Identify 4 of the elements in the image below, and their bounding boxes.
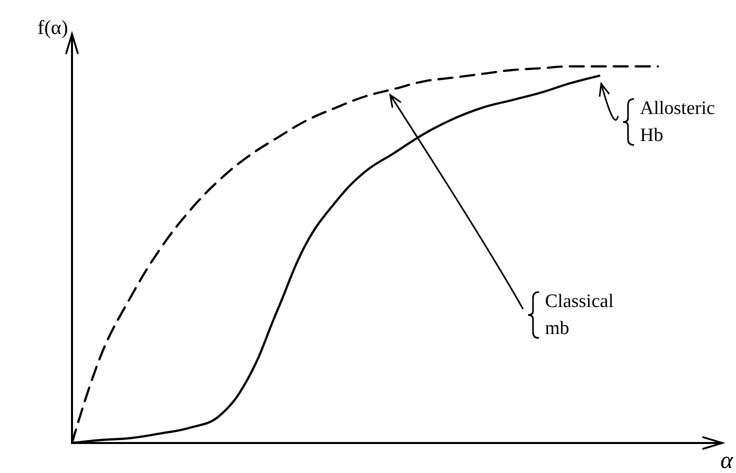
annotation: Allosteric Hb <box>640 97 716 148</box>
y-axis-title: f(α) <box>38 17 68 39</box>
annotation: Classical mb <box>545 290 615 341</box>
x-axis-title: α <box>720 448 734 473</box>
